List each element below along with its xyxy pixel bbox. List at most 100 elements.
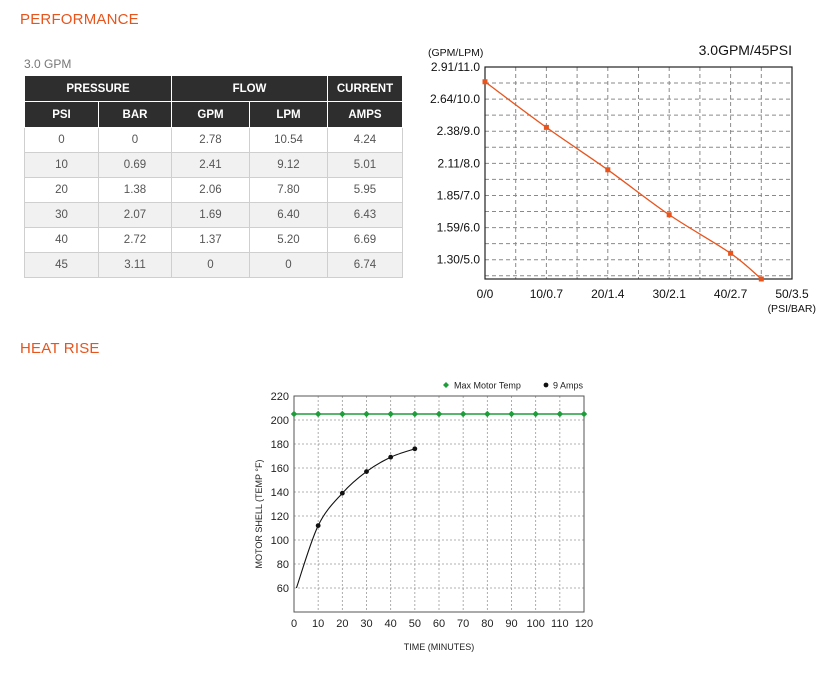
data-point bbox=[543, 124, 549, 130]
y-tick-label: 2.11/8.0 bbox=[438, 156, 481, 170]
table-row: 0 0 2.78 10.54 4.24 bbox=[24, 127, 403, 153]
chart-title: 3.0GPM/45PSI bbox=[699, 42, 792, 58]
max-temp-marker bbox=[387, 410, 394, 418]
table-row: 40 2.72 1.37 5.20 6.69 bbox=[24, 227, 403, 253]
amps-marker bbox=[339, 490, 345, 496]
table-cell: 0.69 bbox=[98, 152, 172, 178]
column-header-gpm: GPM bbox=[171, 101, 250, 128]
max-temp-marker bbox=[580, 410, 588, 418]
y-tick-label: 1.85/7.0 bbox=[437, 188, 481, 202]
y-tick-label: 2.91/11.0 bbox=[431, 60, 480, 74]
x-tick-label: 80 bbox=[481, 618, 493, 630]
data-point bbox=[666, 212, 672, 218]
table-cell: 5.20 bbox=[249, 227, 328, 253]
table-cell: 5.95 bbox=[327, 177, 403, 203]
max-temp-marker bbox=[363, 410, 370, 418]
table-row: 20 1.38 2.06 7.80 5.95 bbox=[24, 177, 403, 203]
y-axis-label: MOTOR SHELL (TEMP °F) bbox=[254, 460, 264, 569]
amps-marker bbox=[364, 469, 369, 474]
y-tick-label: 2.38/9.0 bbox=[437, 124, 481, 138]
plot-frame bbox=[484, 66, 793, 280]
table-cell: 4.24 bbox=[327, 127, 403, 153]
table-cell: 1.69 bbox=[171, 202, 250, 228]
group-header-pressure: PRESSURE bbox=[24, 75, 172, 102]
table-cell: 1.38 bbox=[98, 177, 172, 203]
x-tick-label: 110 bbox=[551, 618, 569, 630]
table-row: 45 3.11 0 0 6.74 bbox=[24, 252, 403, 278]
x-tick-label: 20/1.4 bbox=[591, 287, 625, 301]
table-cell: 2.07 bbox=[98, 202, 172, 228]
y-tick-label: 120 bbox=[271, 511, 289, 523]
max-temp-marker bbox=[532, 410, 539, 418]
y-tick-label: 1.30/5.0 bbox=[437, 253, 481, 267]
table-cell: 0 bbox=[24, 127, 99, 153]
max-temp-marker bbox=[411, 410, 419, 418]
table-cell: 0 bbox=[98, 127, 172, 153]
x-tick-label: 100 bbox=[526, 618, 544, 630]
y-tick-label: 200 bbox=[271, 415, 289, 427]
max-temp-marker bbox=[290, 410, 298, 418]
x-tick-label: 90 bbox=[505, 618, 517, 630]
x-tick-label: 30 bbox=[360, 618, 372, 630]
y-tick-label: 180 bbox=[271, 439, 289, 451]
group-header-current: CURRENT bbox=[327, 75, 403, 102]
x-tick-label: 0/0 bbox=[477, 287, 494, 301]
legend-amps-label: 9 Amps bbox=[553, 381, 584, 391]
max-temp-marker bbox=[556, 410, 564, 418]
max-temp-marker bbox=[314, 410, 322, 418]
x-axis-label: TIME (MINUTES) bbox=[404, 642, 475, 652]
table-subtitle: 3.0 GPM bbox=[24, 57, 72, 71]
heat-rise-heading: HEAT RISE bbox=[20, 340, 100, 357]
x-tick-label: 10/0.7 bbox=[530, 287, 564, 301]
y-tick-label: 220 bbox=[271, 391, 289, 403]
table-cell: 0 bbox=[249, 252, 328, 278]
amps-marker bbox=[388, 454, 394, 460]
x-tick-label: 50/3.5 bbox=[775, 287, 809, 301]
x-tick-label: 50 bbox=[409, 618, 421, 630]
y-tick-label: 100 bbox=[271, 535, 289, 547]
data-point bbox=[728, 250, 734, 256]
table-cell: 45 bbox=[24, 252, 99, 278]
legend-max-temp-marker bbox=[443, 382, 449, 388]
y-tick-label: 80 bbox=[277, 559, 289, 571]
table-cell: 9.12 bbox=[249, 152, 328, 178]
x-tick-label: 60 bbox=[433, 618, 445, 630]
y-tick-label: 160 bbox=[271, 463, 289, 475]
column-header-lpm: LPM bbox=[249, 101, 328, 128]
column-header-psi: PSI bbox=[24, 101, 99, 128]
x-tick-label: 20 bbox=[336, 618, 348, 630]
y-tick-label: 140 bbox=[271, 487, 289, 499]
max-temp-marker bbox=[339, 410, 346, 418]
group-header-flow: FLOW bbox=[171, 75, 328, 102]
x-tick-label: 10 bbox=[312, 618, 324, 630]
x-tick-label: 40 bbox=[385, 618, 397, 630]
max-temp-marker bbox=[484, 410, 491, 418]
table-cell: 7.80 bbox=[249, 177, 328, 203]
table-cell: 2.78 bbox=[171, 127, 250, 153]
table-cell: 10.54 bbox=[249, 127, 328, 153]
y-axis-label: (GPM/LPM) bbox=[428, 47, 483, 59]
performance-table: PRESSURE FLOW CURRENT PSI BAR GPM LPM AM… bbox=[24, 75, 403, 278]
table-cell: 5.01 bbox=[327, 152, 403, 178]
max-temp-marker bbox=[459, 410, 467, 418]
x-axis-label: (PSI/BAR) bbox=[768, 303, 816, 315]
x-tick-label: 120 bbox=[575, 618, 593, 630]
table-cell: 6.40 bbox=[249, 202, 328, 228]
data-point bbox=[605, 167, 611, 173]
legend-amps-marker bbox=[543, 382, 549, 388]
x-tick-label: 70 bbox=[457, 618, 469, 630]
table-cell: 40 bbox=[24, 227, 99, 253]
legend-max-temp-label: Max Motor Temp bbox=[454, 381, 521, 391]
y-tick-label: 60 bbox=[277, 583, 289, 595]
y-tick-label: 2.64/10.0 bbox=[430, 92, 480, 106]
table-cell: 1.37 bbox=[171, 227, 250, 253]
y-tick-label: 1.59/6.0 bbox=[437, 221, 481, 235]
table-cell: 0 bbox=[171, 252, 250, 278]
plot-frame bbox=[293, 395, 585, 613]
max-temp-marker bbox=[435, 410, 443, 418]
table-cell: 6.69 bbox=[327, 227, 403, 253]
data-point bbox=[758, 276, 764, 282]
table-cell: 6.74 bbox=[327, 252, 403, 278]
